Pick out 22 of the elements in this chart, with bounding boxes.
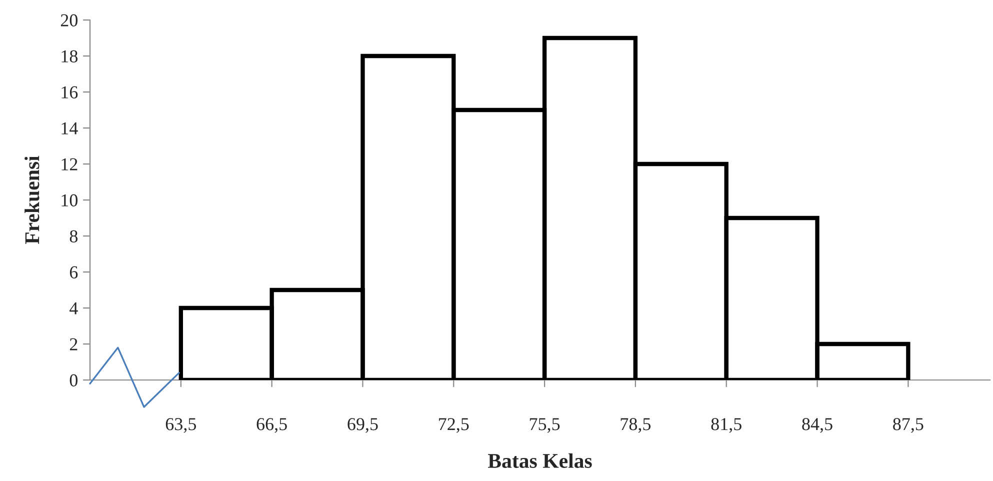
y-axis-title: Frekuensi [24,156,40,244]
y-tick-label: 4 [70,302,78,314]
x-tick-label: 84,5 [802,418,832,433]
y-tick-label: 2 [70,338,78,350]
y-tick-label: 18 [62,50,78,62]
x-tick-label: 69,5 [348,418,378,433]
y-tick-label: 0 [70,374,78,386]
x-tick-label: 78,5 [620,418,651,433]
y-tick-label: 12 [62,158,78,170]
y-tick-label: 10 [62,194,78,206]
y-tick-label: 8 [70,230,78,242]
x-tick-label: 66,5 [256,418,287,433]
y-tick-label: 16 [62,86,78,98]
y-tick-label: 14 [62,122,78,134]
x-tick-label: 81,5 [711,418,742,433]
x-tick-label: 87,5 [893,418,924,433]
x-tick-label: 75,5 [530,418,560,433]
x-tick-label: 72,5 [439,418,469,433]
y-tick-label: 20 [60,14,78,26]
x-tick-label: 63,5 [166,418,196,433]
y-tick-label: 6 [70,266,78,278]
x-axis-title: Batas Kelas [488,453,592,468]
